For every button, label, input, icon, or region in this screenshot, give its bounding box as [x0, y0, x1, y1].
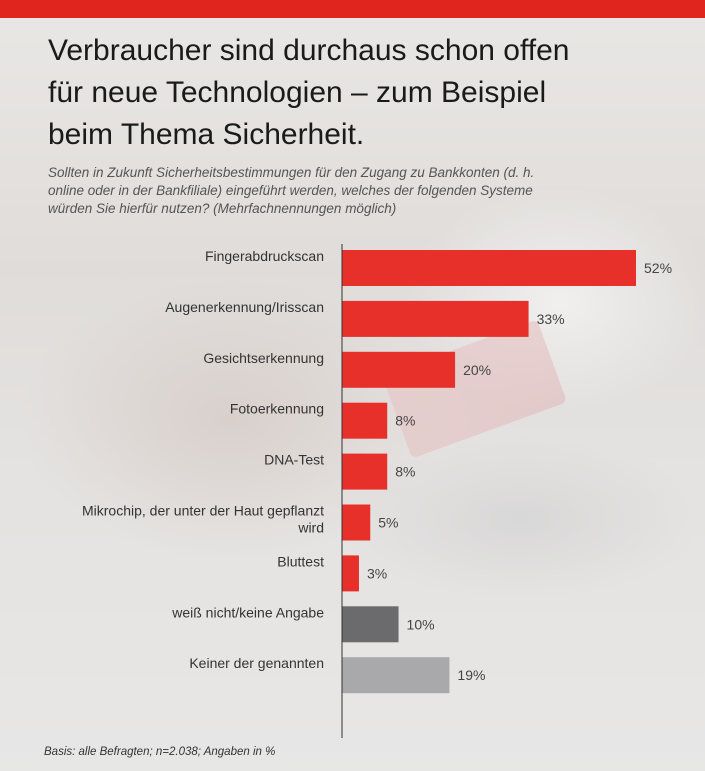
value-label: 52% — [644, 260, 672, 276]
value-label: 5% — [378, 515, 398, 531]
bar-chart: 52% Fingerabdruckscan 33% Augenerkennung/Ir… — [82, 244, 672, 738]
value-label: 33% — [537, 311, 565, 327]
category-label: Fotoerkennung — [230, 401, 324, 417]
bar — [342, 453, 388, 490]
bar — [342, 555, 359, 592]
subtitle-line-1: Sollten in Zukunft Sicherheitsbestimmung… — [48, 165, 535, 180]
question-subtitle: Sollten in Zukunft Sicherheitsbestimmung… — [48, 164, 688, 218]
category-label: wird — [297, 520, 324, 536]
title-line-3: beim Thema Sicherheit. — [48, 118, 365, 151]
value-label: 19% — [457, 667, 485, 683]
category-label: weiß nicht/keine Angabe — [171, 604, 324, 620]
subtitle-line-2: online oder in der Bankfiliale) eingefüh… — [48, 183, 533, 198]
category-label: Mikrochip, der unter der Haut gepflanzt — [82, 503, 324, 519]
title-line-2: für neue Technologien – zum Beispiel — [48, 76, 547, 109]
bar — [342, 351, 456, 388]
title-line-1: Verbraucher sind durchaus schon offen — [48, 34, 570, 67]
category-label: Gesichtserkennung — [203, 350, 324, 366]
value-label: 8% — [395, 413, 415, 429]
category-label: DNA-Test — [264, 452, 324, 468]
value-label: 10% — [407, 616, 435, 632]
bar — [342, 606, 399, 643]
category-label: Fingerabdruckscan — [205, 248, 324, 264]
bar — [342, 402, 388, 439]
page-title: Verbraucher sind durchaus schon offen fü… — [48, 30, 668, 156]
category-label: Keiner der genannten — [189, 655, 324, 671]
bar — [342, 300, 529, 337]
bar — [342, 504, 371, 541]
value-label: 20% — [463, 362, 491, 378]
bar — [342, 657, 450, 694]
bar — [342, 250, 636, 286]
value-label: 3% — [367, 565, 387, 581]
value-label: 8% — [395, 464, 415, 480]
footnote: Basis: alle Befragten; n=2.038; Angaben … — [44, 746, 276, 758]
top-accent-bar — [0, 0, 705, 18]
category-label: Bluttest — [277, 553, 324, 569]
category-label: Augenerkennung/Irisscan — [165, 299, 324, 315]
subtitle-line-3: würden Sie hierfür nutzen? (Mehrfachnenn… — [48, 201, 397, 216]
